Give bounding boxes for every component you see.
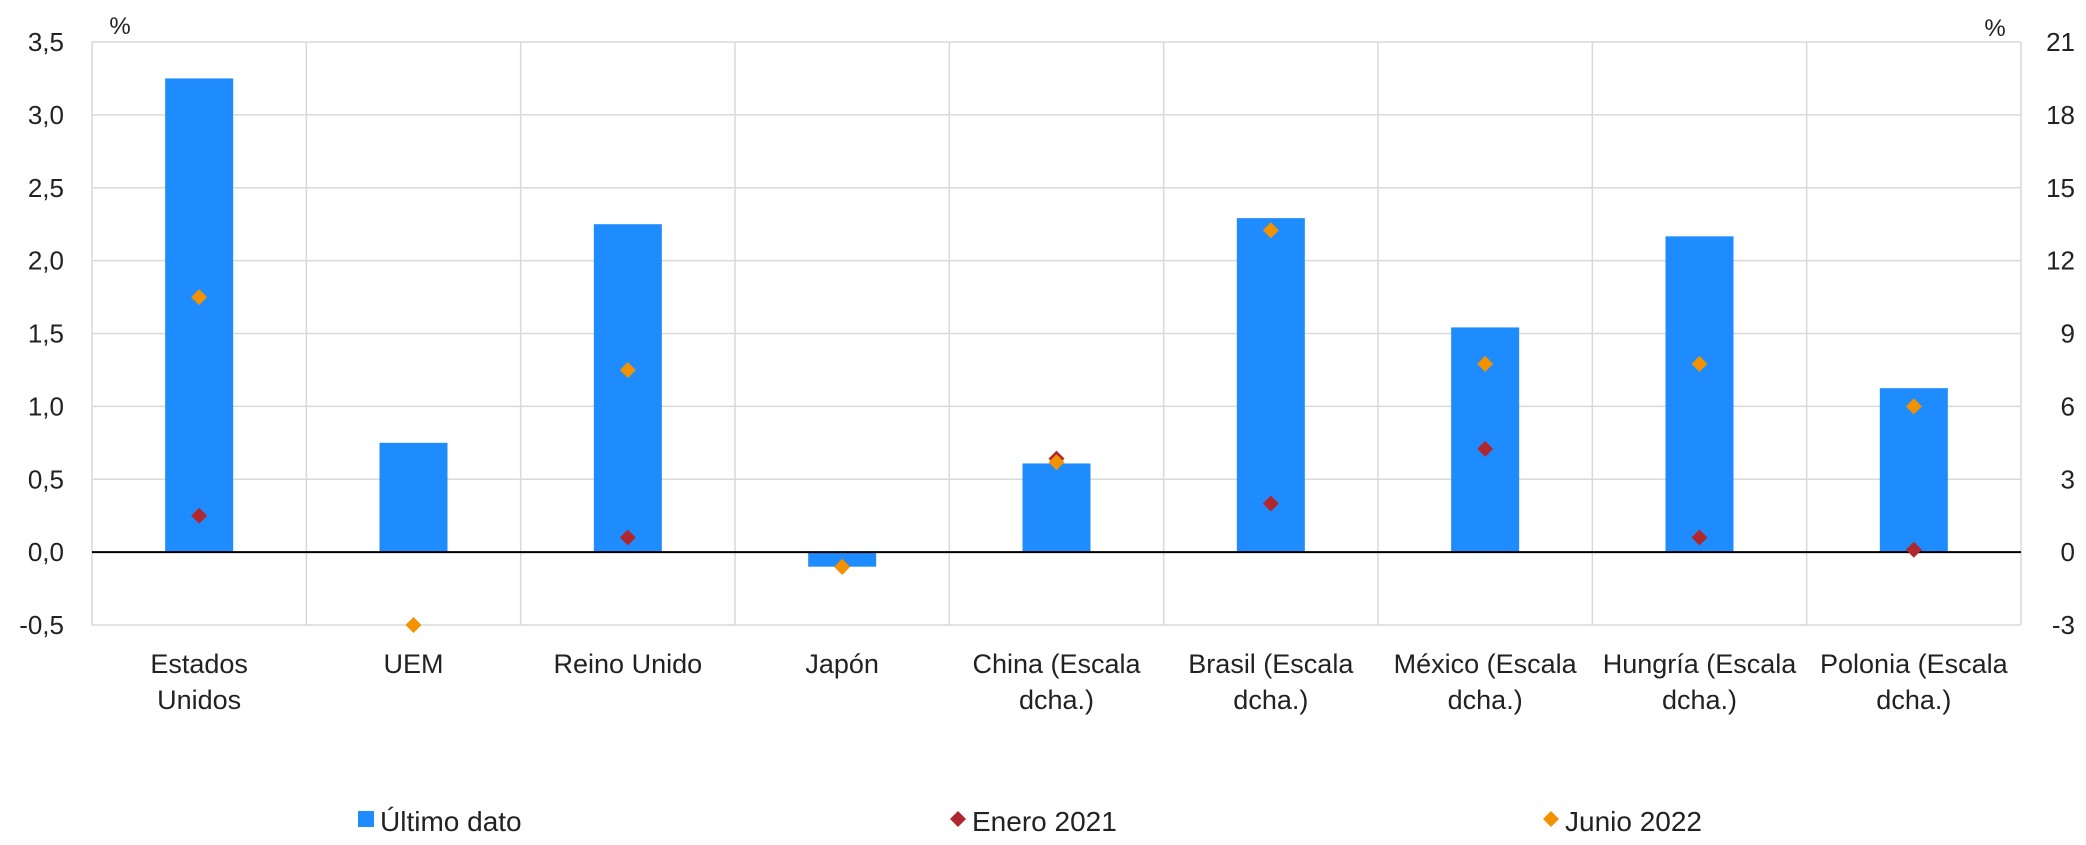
right-axis-ticks: -3 0 3 6 9 12 15 18 21 <box>2046 27 2075 640</box>
marker <box>1048 454 1065 471</box>
category-label: México (Escala <box>1394 649 1578 679</box>
right-tick-label: 9 <box>2061 319 2075 349</box>
marker <box>1262 495 1279 512</box>
right-tick-label: -3 <box>2052 610 2075 640</box>
bar <box>165 78 234 553</box>
marker <box>191 289 208 306</box>
bar <box>1665 236 1734 553</box>
legend-swatch <box>950 811 966 827</box>
left-tick-label: 0,0 <box>28 537 64 567</box>
marker <box>1691 355 1708 372</box>
category-label: dcha.) <box>1233 685 1308 715</box>
category-label: UEM <box>384 649 444 679</box>
right-tick-label: 15 <box>2046 173 2075 203</box>
legend-label: Enero 2021 <box>972 806 1117 837</box>
left-tick-label: 1,5 <box>28 319 64 349</box>
right-tick-label: 21 <box>2046 27 2075 57</box>
left-axis-ticks: -0,5 0,0 0,5 1,0 1,5 2,0 2,5 3,0 3,5 <box>19 27 64 640</box>
gridlines <box>91 41 2022 626</box>
left-tick-label: 3,0 <box>28 100 64 130</box>
marker <box>1477 440 1494 457</box>
category-label: dcha.) <box>1662 685 1737 715</box>
left-tick-label: 2,0 <box>28 246 64 276</box>
bar <box>593 224 662 553</box>
marker <box>619 361 636 378</box>
category-label: Unidos <box>157 685 241 715</box>
category-label: Brasil (Escala <box>1188 649 1354 679</box>
category-label: Estados <box>150 649 248 679</box>
marker <box>1477 355 1494 372</box>
legend-swatch <box>1543 811 1559 827</box>
right-axis-unit: % <box>1984 15 2005 42</box>
left-tick-label: 2,5 <box>28 173 64 203</box>
bar <box>379 442 448 553</box>
right-tick-label: 18 <box>2046 100 2075 130</box>
category-labels: Estados Unidos UEM Reino Unido Japón China (E… <box>150 649 2008 715</box>
bars <box>165 78 1948 567</box>
right-tick-label: 6 <box>2061 391 2075 421</box>
marker <box>1262 222 1279 239</box>
marker <box>405 617 422 633</box>
bar <box>1022 463 1091 553</box>
marker <box>834 558 851 575</box>
marker <box>191 507 208 524</box>
legend-label: Último dato <box>380 806 522 837</box>
category-label: dcha.) <box>1876 685 1951 715</box>
marker <box>619 529 636 546</box>
legend-swatch <box>358 811 374 827</box>
markers <box>191 222 1922 633</box>
marker <box>1905 541 1922 558</box>
legend: Último dato Enero 2021 Junio 2022 <box>358 806 1702 837</box>
category-label: Polonia (Escala <box>1820 649 2009 679</box>
category-label: dcha.) <box>1448 685 1523 715</box>
marker <box>1905 398 1922 415</box>
right-tick-label: 0 <box>2061 537 2075 567</box>
legend-label: Junio 2022 <box>1565 806 1702 837</box>
left-axis-unit: % <box>109 13 130 40</box>
left-tick-label: -0,5 <box>19 610 64 640</box>
bar <box>1879 388 1948 553</box>
category-label: China (Escala <box>972 649 1141 679</box>
left-tick-label: 1,0 <box>28 391 64 421</box>
category-label: dcha.) <box>1019 685 1094 715</box>
right-tick-label: 12 <box>2046 246 2075 276</box>
marker <box>1691 529 1708 546</box>
right-tick-label: 3 <box>2061 464 2075 494</box>
category-label: Reino Unido <box>554 649 703 679</box>
category-label: Hungría (Escala <box>1603 649 1798 679</box>
category-label: Japón <box>805 649 879 679</box>
left-tick-label: 0,5 <box>28 464 64 494</box>
left-tick-label: 3,5 <box>28 27 64 57</box>
